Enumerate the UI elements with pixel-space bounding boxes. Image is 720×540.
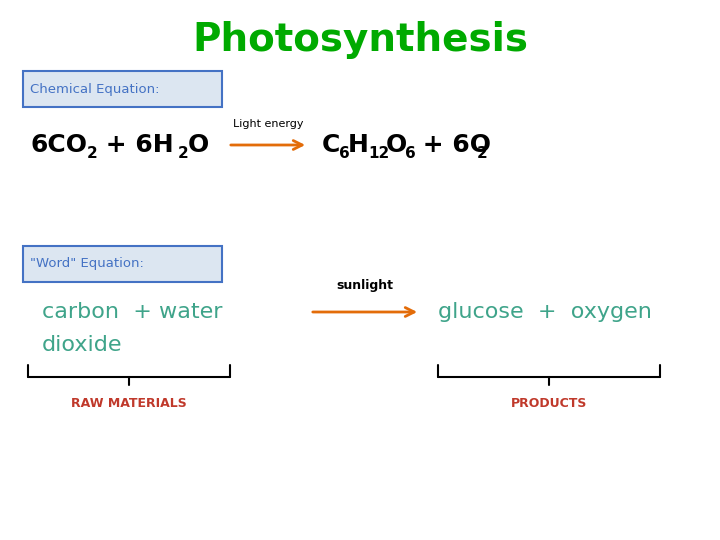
Text: C: C [322, 133, 341, 157]
Text: 2: 2 [178, 146, 189, 161]
Text: PRODUCTS: PRODUCTS [510, 397, 588, 410]
Text: "Word" Equation:: "Word" Equation: [30, 258, 144, 271]
Text: 12: 12 [368, 146, 390, 161]
FancyBboxPatch shape [23, 71, 222, 107]
Text: 2: 2 [477, 146, 487, 161]
Text: 6: 6 [405, 146, 415, 161]
Text: Photosynthesis: Photosynthesis [192, 21, 528, 59]
Text: Light energy: Light energy [233, 119, 303, 129]
Text: 6: 6 [339, 146, 350, 161]
Text: O: O [188, 133, 210, 157]
Text: glucose  +  oxygen: glucose + oxygen [438, 302, 652, 322]
Text: sunlight: sunlight [336, 279, 394, 292]
Text: + 6H: + 6H [97, 133, 174, 157]
Text: O: O [386, 133, 408, 157]
Text: + 6O: + 6O [414, 133, 491, 157]
FancyBboxPatch shape [23, 246, 222, 282]
Text: carbon  + water: carbon + water [42, 302, 222, 322]
Text: H: H [348, 133, 369, 157]
Text: 2: 2 [87, 146, 98, 161]
Text: Chemical Equation:: Chemical Equation: [30, 83, 160, 96]
Text: RAW MATERIALS: RAW MATERIALS [71, 397, 187, 410]
Text: dioxide: dioxide [42, 335, 122, 355]
Text: 6CO: 6CO [30, 133, 87, 157]
